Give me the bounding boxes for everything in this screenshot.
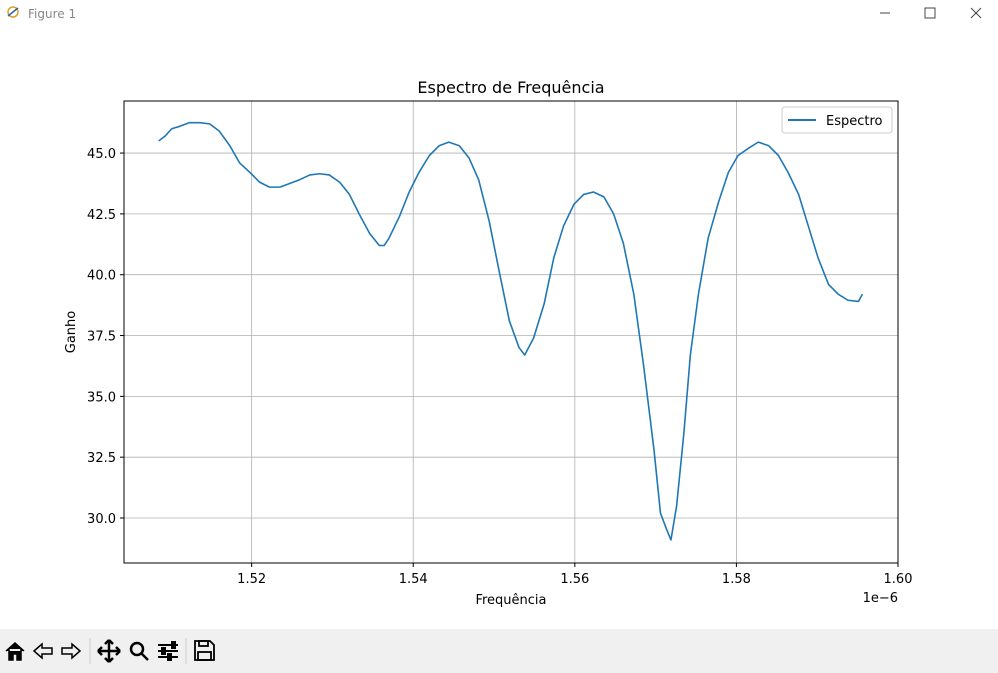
chart: Espectro de Frequência Frequência Ganho …	[64, 78, 912, 608]
pan-button[interactable]	[97, 639, 121, 663]
home-button[interactable]	[5, 641, 25, 661]
back-button[interactable]	[32, 642, 53, 660]
toolbar-background	[0, 629, 998, 673]
maximize-button[interactable]	[924, 7, 936, 19]
x-axis-label: Frequência	[475, 593, 546, 608]
close-button[interactable]	[970, 7, 982, 19]
zoom-button[interactable]	[129, 641, 149, 661]
y-axis-label: Ganho	[64, 311, 79, 354]
x-tick-label: 1.58	[722, 572, 751, 587]
legend-box	[781, 106, 893, 134]
y-tick-label: 42.5	[87, 208, 116, 223]
plot-frame	[123, 100, 899, 564]
data-line	[158, 121, 864, 541]
y-tick-label: 37.5	[87, 330, 116, 345]
legend: Espectro	[781, 106, 893, 134]
x-tick-label: 1.54	[399, 572, 428, 587]
legend-label: Espectro	[826, 114, 883, 129]
y-tick-label: 35.0	[87, 390, 116, 405]
forward-button[interactable]	[61, 642, 82, 660]
plot-area	[124, 101, 898, 563]
configure-button[interactable]	[158, 641, 178, 661]
toolbar	[0, 629, 998, 673]
x-tick-label: 1.60	[884, 572, 913, 587]
x-tick-label: 1.56	[560, 572, 589, 587]
x-tick-label: 1.52	[237, 572, 266, 587]
window-title: Figure 1	[28, 7, 76, 21]
y-tick-label: 32.5	[87, 451, 116, 466]
title-bar: Figure 1	[7, 6, 982, 21]
x-offset-label: 1e−6	[863, 591, 898, 606]
save-button[interactable]	[194, 640, 215, 661]
y-tick-label: 45.0	[87, 147, 116, 162]
y-tick-label: 40.0	[87, 269, 116, 284]
chart-title: Espectro de Frequência	[417, 78, 604, 97]
app-icon	[7, 6, 19, 18]
y-tick-label: 30.0	[87, 512, 116, 527]
